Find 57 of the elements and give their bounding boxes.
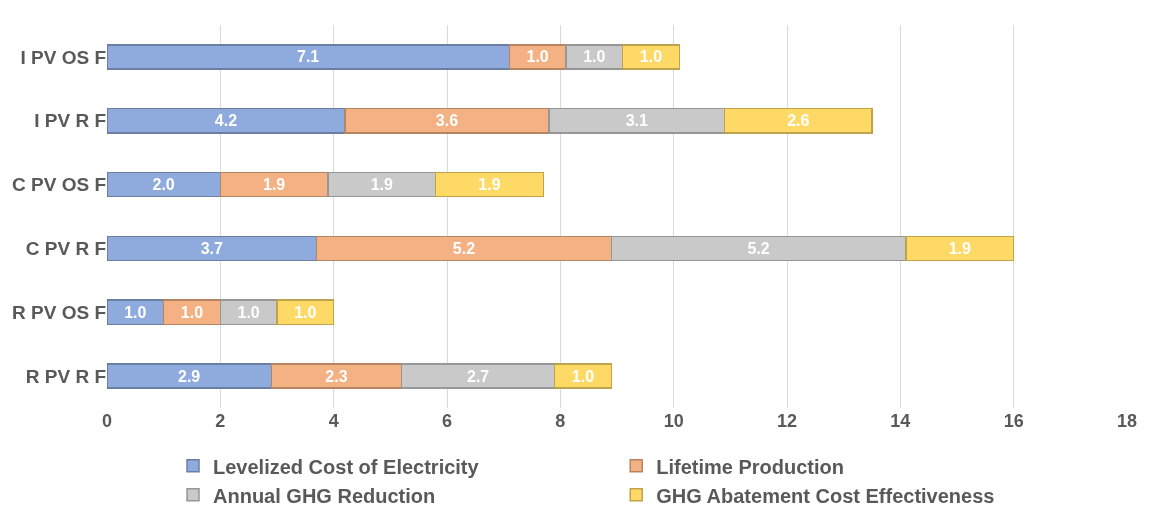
bar bbox=[621, 44, 681, 70]
data-label: 4.2 bbox=[214, 112, 238, 130]
x-tick-label: 18 bbox=[1116, 411, 1138, 431]
bar bbox=[107, 107, 346, 134]
data-label: 2.6 bbox=[787, 112, 810, 130]
data-label: 2.9 bbox=[177, 367, 201, 385]
bar bbox=[107, 235, 318, 262]
y-tick-label: R PV R F bbox=[25, 365, 106, 387]
bar bbox=[107, 44, 511, 70]
y-tick-label: R PV OS F bbox=[12, 301, 106, 323]
data-label: 1.0 bbox=[294, 303, 317, 321]
bar bbox=[905, 235, 1015, 262]
data-label: 2.0 bbox=[152, 176, 175, 194]
bar bbox=[548, 107, 726, 134]
x-tick-label: 12 bbox=[776, 411, 798, 431]
bar bbox=[327, 171, 437, 198]
legend-label: GHG Abatement Cost Effectiveness bbox=[656, 484, 995, 507]
data-label: 5.2 bbox=[452, 239, 476, 257]
bar bbox=[276, 299, 335, 326]
data-label: 3.7 bbox=[200, 239, 224, 257]
bar bbox=[344, 107, 550, 134]
x-tick-label: 14 bbox=[890, 411, 911, 431]
bar bbox=[219, 171, 329, 198]
data-label: 1.0 bbox=[571, 367, 595, 385]
legend-label: Annual GHG Reduction bbox=[213, 484, 436, 507]
x-tick-label: 4 bbox=[328, 411, 339, 431]
legend-label: Lifetime Production bbox=[656, 455, 845, 478]
data-label: 1.0 bbox=[526, 48, 549, 66]
x-tick-label: 10 bbox=[663, 411, 684, 431]
data-label: 7.1 bbox=[296, 48, 320, 66]
bar bbox=[400, 363, 556, 389]
bar bbox=[107, 171, 222, 198]
data-label: 2.3 bbox=[325, 367, 348, 385]
data-label: 1.9 bbox=[948, 239, 972, 257]
y-tick-label: C PV R F bbox=[25, 238, 106, 260]
x-tick-label: 16 bbox=[1003, 411, 1024, 431]
data-label: 1.9 bbox=[262, 176, 286, 194]
bar bbox=[610, 235, 907, 262]
data-label: 1.9 bbox=[478, 176, 501, 194]
x-tick-label: 8 bbox=[555, 411, 566, 431]
y-tick-label: I PV R F bbox=[34, 110, 106, 132]
data-label: 1.0 bbox=[639, 48, 663, 66]
bar bbox=[270, 363, 403, 389]
bar bbox=[107, 363, 273, 389]
y-tick-label: C PV OS F bbox=[12, 174, 106, 196]
bar bbox=[553, 363, 613, 389]
bar bbox=[723, 107, 873, 134]
x-tick-label: 0 bbox=[101, 411, 113, 431]
y-tick-label: I PV OS F bbox=[20, 46, 106, 68]
legend-label: Levelized Cost of Electricity bbox=[213, 455, 480, 478]
bar bbox=[315, 235, 613, 262]
x-tick-label: 6 bbox=[441, 411, 453, 431]
data-label: 1.0 bbox=[124, 303, 147, 321]
x-tick-label: 2 bbox=[215, 411, 226, 431]
data-label: 1.0 bbox=[180, 303, 204, 321]
data-label: 3.6 bbox=[435, 112, 459, 130]
bar bbox=[434, 171, 545, 198]
